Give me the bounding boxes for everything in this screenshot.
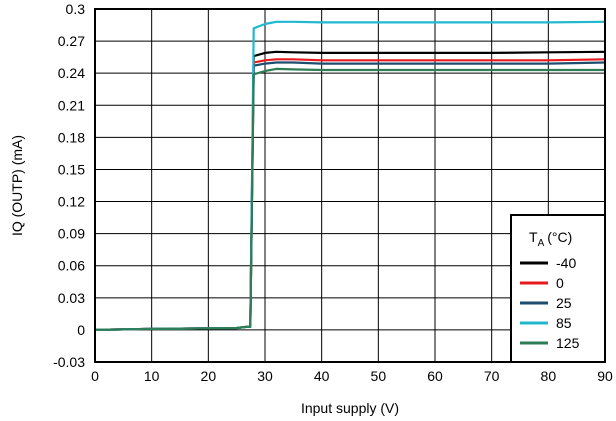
legend-title: TA (°C) [529, 229, 572, 249]
x-tick-labels: 0 10 20 30 40 50 60 70 80 90 [91, 368, 613, 384]
legend-label-0: 0 [556, 275, 564, 291]
legend-title-sub: A [538, 238, 545, 249]
legend-box [510, 214, 606, 363]
y-tick-label: 0.18 [58, 129, 85, 145]
y-tick-label: 0 [77, 322, 85, 338]
y-tick-label: 0.09 [58, 226, 85, 242]
x-axis-label: Input supply (V) [301, 400, 399, 416]
legend-title-main: T [529, 229, 538, 245]
y-tick-label: 0.27 [58, 33, 85, 49]
legend-label-125: 125 [556, 335, 580, 351]
x-tick-label: 70 [484, 368, 500, 384]
x-tick-label: 30 [257, 368, 273, 384]
plot-frame [94, 8, 606, 363]
series-line-125 [94, 67, 605, 331]
legend: TA (°C) -40 0 25 85 125 [510, 214, 606, 363]
y-tick-label: 0.12 [58, 194, 85, 210]
x-tick-label: 90 [597, 368, 613, 384]
legend-label-85: 85 [556, 315, 572, 331]
legend-label-25: 25 [556, 295, 572, 311]
y-tick-labels: -0.03 0 0.03 0.06 0.09 0.12 0.15 0.18 0.21 0.24 0.… [53, 1, 85, 370]
y-tick-label: 0.03 [58, 290, 85, 306]
y-tick-label: 0.3 [66, 1, 86, 17]
series-layer [94, 20, 606, 331]
y-tick-label: 0.06 [58, 258, 85, 274]
y-axis-label: IQ (OUTP) (mA) [9, 135, 25, 236]
y-tick-label: 0.24 [58, 65, 85, 81]
legend-title-unit: (°C) [547, 229, 572, 245]
x-tick-label: 10 [144, 368, 160, 384]
y-tick-label: 0.15 [58, 161, 85, 177]
x-tick-label: 40 [314, 368, 330, 384]
y-tick-label: -0.03 [53, 354, 85, 370]
x-tick-label: 60 [427, 368, 443, 384]
x-tick-label: 20 [201, 368, 217, 384]
x-tick-label: 50 [371, 368, 387, 384]
legend-label--40: -40 [556, 255, 576, 271]
legend-items: -40 0 25 85 125 [520, 255, 580, 351]
y-tick-label: 0.21 [58, 97, 85, 113]
x-tick-label: 80 [541, 368, 557, 384]
x-tick-label: 0 [91, 368, 99, 384]
